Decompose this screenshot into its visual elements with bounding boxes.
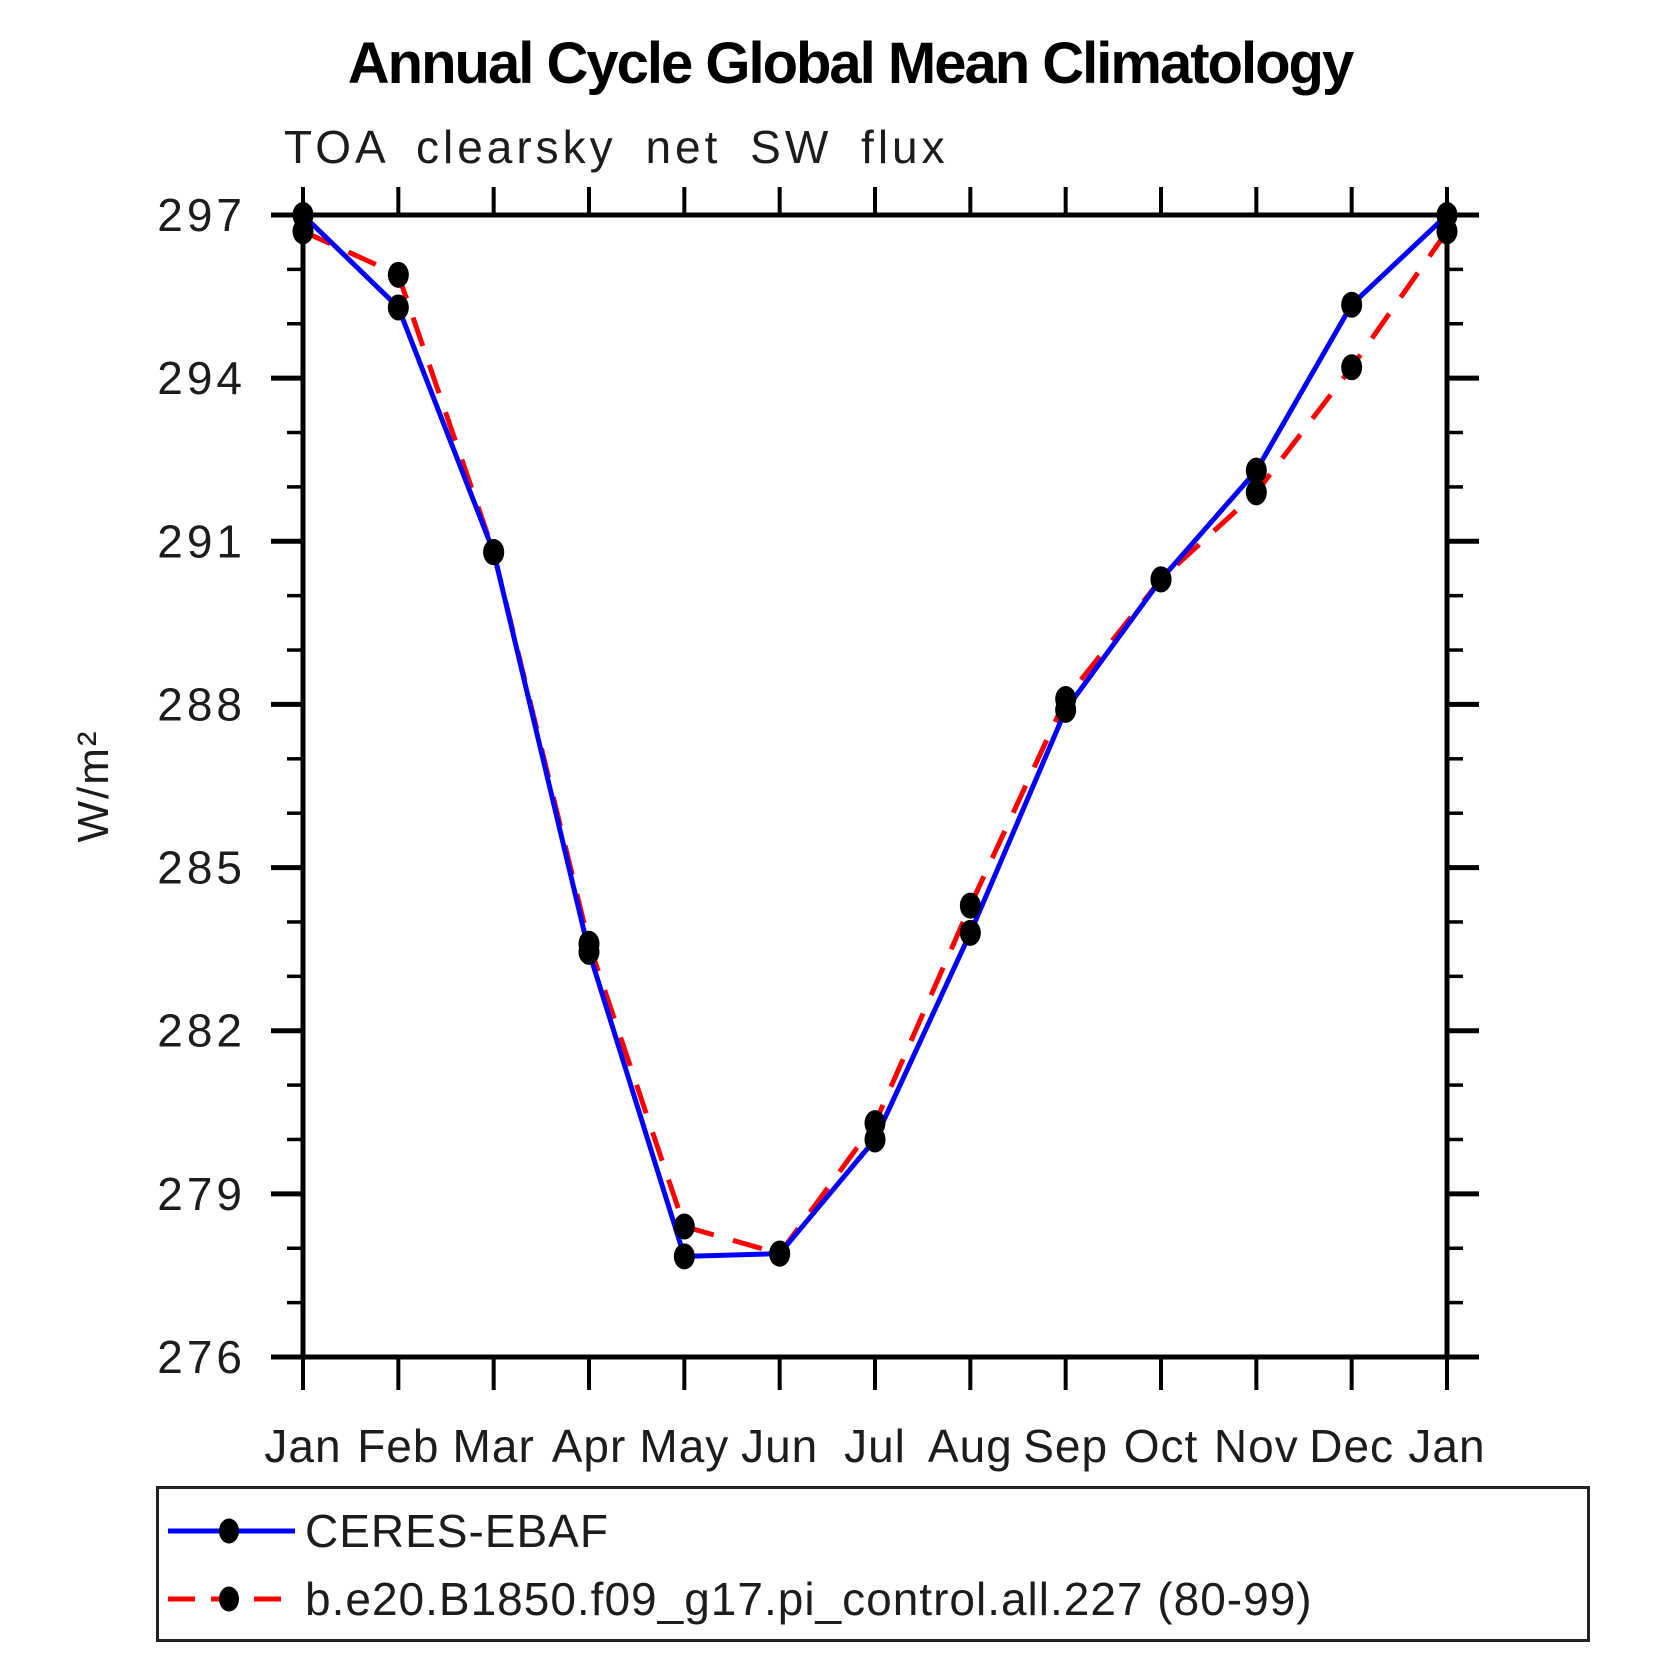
data-point-marker: [483, 539, 505, 566]
legend-entry-model: b.e20.B1850.f09_g17.pi_control.all.227 (…: [165, 1573, 1313, 1625]
data-point-marker: [673, 1243, 695, 1270]
data-point-marker: [1245, 457, 1267, 484]
data-point-marker: [1150, 566, 1172, 593]
y-tick-label: 297: [157, 189, 246, 241]
data-point-marker: [1245, 479, 1267, 506]
data-point-marker: [1436, 218, 1458, 245]
x-tick-label: Aug: [928, 1420, 1013, 1472]
data-point-marker: [387, 294, 409, 321]
x-tick-label: Mar: [453, 1420, 535, 1472]
x-tick-label: Jun: [741, 1420, 818, 1472]
y-tick-label: 288: [157, 678, 246, 730]
y-tick-label: 294: [157, 352, 246, 404]
data-point-marker: [578, 930, 600, 957]
chart-subtitle: TOA clearsky net SW flux: [284, 121, 949, 173]
x-tick-label: Jan: [264, 1420, 341, 1472]
x-tick-label: May: [639, 1420, 729, 1472]
x-tick-label: Dec: [1309, 1420, 1394, 1472]
chart-title: Annual Cycle Global Mean Climatology: [347, 31, 1354, 96]
legend-box: CERES-EBAF b.e20.B1850.f09_g17.pi_contro…: [156, 1486, 1590, 1642]
series-line-ceres-ebaf: [301, 213, 1449, 1259]
data-point-marker: [959, 919, 981, 946]
data-point-marker: [292, 218, 314, 245]
x-tick-label: Apr: [552, 1420, 627, 1472]
y-axis-title: W/m²: [69, 729, 118, 842]
legend-label-ceres-ebaf: CERES-EBAF: [305, 1505, 609, 1557]
y-tick-label: 279: [157, 1168, 246, 1220]
data-point-marker: [1055, 685, 1077, 712]
legend-label-model: b.e20.B1850.f09_g17.pi_control.all.227 (…: [305, 1573, 1313, 1625]
data-point-marker: [864, 1110, 886, 1137]
x-tick-label: Nov: [1214, 1420, 1299, 1472]
legend-marker-dot: [219, 1586, 239, 1612]
data-point-marker: [1341, 291, 1363, 318]
x-tick-label: Feb: [357, 1420, 439, 1472]
data-point-marker: [387, 261, 409, 288]
y-tick-label: 291: [157, 515, 246, 567]
x-tick-label: Oct: [1124, 1420, 1199, 1472]
x-tick-label: Sep: [1023, 1420, 1108, 1472]
legend-line-sample: [168, 1586, 295, 1612]
plot-frame: [300, 212, 1450, 1360]
y-tick-label: 285: [157, 842, 246, 894]
y-tick-label: 276: [157, 1331, 246, 1383]
legend-marker-dot: [219, 1518, 239, 1544]
data-point-marker: [1341, 354, 1363, 381]
series-line-model: [301, 229, 1450, 1257]
x-tick-label: Jul: [844, 1420, 906, 1472]
data-point-marker: [673, 1213, 695, 1240]
data-point-marker: [959, 892, 981, 919]
legend-line-sample: [168, 1518, 295, 1544]
data-point-marker: [769, 1240, 791, 1267]
y-tick-label: 282: [157, 1005, 246, 1057]
x-tick-label: Jan: [1408, 1420, 1485, 1472]
legend-entry-ceres-ebaf: CERES-EBAF: [165, 1505, 609, 1557]
